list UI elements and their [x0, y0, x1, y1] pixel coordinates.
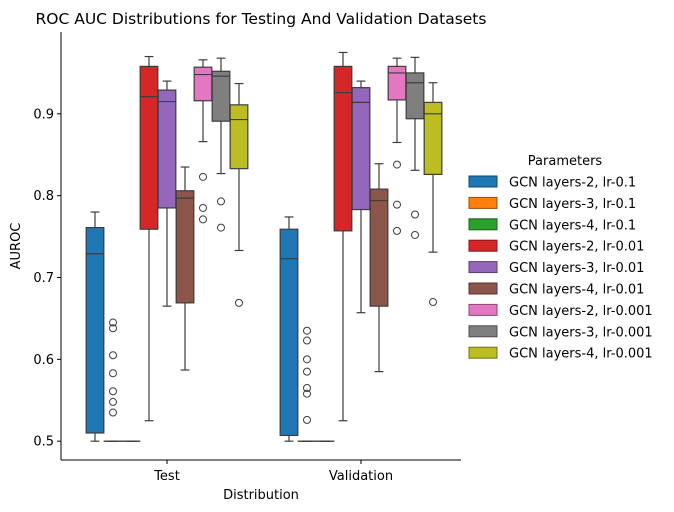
- legend-swatch: [468, 346, 498, 359]
- box-body: [175, 190, 195, 304]
- outlier-point: [109, 397, 117, 406]
- box-body: [85, 226, 105, 434]
- y-tick-label: 0.6: [33, 353, 54, 368]
- legend-swatch: [468, 239, 498, 252]
- legend-swatch: [468, 175, 498, 188]
- y-tick-label: 0.5: [33, 435, 54, 450]
- legend-label: GCN layers-2, lr-0.01: [509, 240, 644, 255]
- x-axis-label: Distribution: [223, 488, 299, 503]
- legend-swatch: [468, 196, 498, 209]
- box-6-0: [193, 59, 213, 224]
- box-5-0: [175, 166, 195, 371]
- box-8-1: [423, 82, 443, 307]
- legend-swatch: [468, 325, 498, 338]
- box-body: [333, 65, 353, 232]
- legend-label: GCN layers-4, lr-0.01: [509, 283, 644, 298]
- legend-title: Parameters: [528, 154, 603, 169]
- box-body: [279, 228, 299, 437]
- box-body: [405, 72, 425, 120]
- legend-label: GCN layers-3, lr-0.001: [509, 325, 653, 340]
- outlier-point: [109, 369, 117, 378]
- outlier-point: [199, 203, 207, 212]
- legend-label: GCN layers-3, lr-0.1: [509, 197, 636, 212]
- box-8-0: [229, 82, 249, 307]
- box-body: [211, 70, 231, 122]
- box-7-0: [211, 57, 231, 232]
- y-tick-label: 0.8: [33, 189, 54, 204]
- outlier-point: [109, 318, 117, 327]
- legend: Parameters GCN layers-2, lr-0.1 GCN layer…: [468, 154, 653, 362]
- chart-title: ROC AUC Distributions for Testing And Va…: [36, 10, 487, 28]
- outlier-point: [429, 298, 437, 307]
- x-ticks: Test Validation: [153, 460, 393, 484]
- legend-swatch: [468, 218, 498, 231]
- outlier-point: [411, 210, 419, 219]
- outlier-point: [109, 351, 117, 360]
- legend-label: GCN layers-4, lr-0.001: [509, 347, 653, 362]
- outlier-point: [235, 298, 243, 307]
- outlier-point: [109, 324, 117, 333]
- legend-label: GCN layers-2, lr-0.001: [509, 304, 653, 319]
- outlier-point: [411, 230, 419, 239]
- outlier-point: [303, 389, 311, 398]
- outlier-point: [393, 160, 401, 169]
- x-tick-label: Validation: [329, 469, 393, 484]
- box-body: [193, 66, 213, 102]
- x-tick-label: Test: [153, 469, 180, 484]
- box-1-1: [297, 326, 317, 442]
- outlier-point: [217, 223, 225, 232]
- box-0-1: [279, 216, 299, 442]
- legend-swatch: [468, 303, 498, 316]
- box-body: [423, 101, 443, 175]
- box-body: [139, 65, 159, 230]
- box-7-1: [405, 56, 425, 239]
- plot-area: [85, 51, 443, 442]
- legend-swatch: [468, 261, 498, 274]
- outlier-point: [303, 355, 311, 364]
- outlier-point: [303, 367, 311, 376]
- y-axis-label: AUROC: [9, 223, 24, 270]
- box-body: [229, 104, 249, 170]
- box-body: [369, 188, 389, 307]
- y-tick-label: 0.9: [33, 107, 54, 122]
- box-body: [387, 65, 407, 101]
- box-6-1: [387, 57, 407, 235]
- y-tick-label: 0.7: [33, 271, 54, 286]
- legend-swatch: [468, 282, 498, 295]
- box-0-0: [85, 211, 105, 442]
- outlier-point: [109, 387, 117, 396]
- box-4-1: [351, 80, 371, 314]
- box-4-0: [157, 80, 177, 307]
- legend-label: GCN layers-4, lr-0.1: [509, 218, 636, 233]
- box-1-0: [103, 318, 123, 442]
- outlier-point: [393, 200, 401, 209]
- outlier-point: [393, 226, 401, 235]
- outlier-point: [217, 197, 225, 206]
- outlier-point: [199, 172, 207, 181]
- legend-label: GCN layers-3, lr-0.01: [509, 261, 644, 276]
- outlier-point: [303, 383, 311, 392]
- box-5-1: [369, 163, 389, 373]
- outlier-point: [303, 326, 311, 335]
- box-body: [157, 89, 177, 209]
- box-3-0: [139, 55, 159, 422]
- box-3-1: [333, 51, 353, 422]
- y-ticks: 0.5 0.6 0.7 0.8 0.9: [33, 107, 61, 450]
- outlier-point: [109, 408, 117, 417]
- outlier-point: [303, 415, 311, 424]
- outlier-point: [199, 215, 207, 224]
- outlier-point: [303, 336, 311, 345]
- legend-label: GCN layers-2, lr-0.1: [509, 176, 636, 191]
- box-body: [351, 87, 371, 211]
